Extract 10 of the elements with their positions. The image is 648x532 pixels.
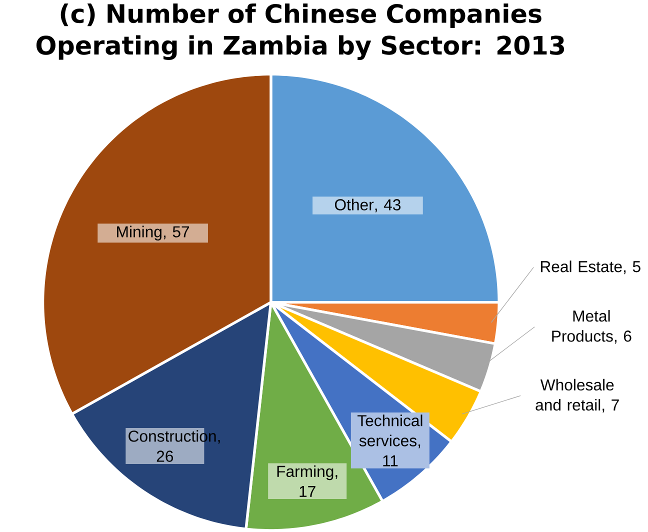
slice-label: Mining (117, 226, 162, 241)
slice-label: Metal Products (552, 310, 613, 342)
data-label: , 43 (375, 199, 401, 212)
slice-label: Real Estate (540, 260, 622, 272)
data-label: , 5 (624, 261, 640, 274)
slice-label: Other (334, 198, 374, 211)
chart-title: (c) Number of Chinese Companies Operating in Zambia by Sector: 2013 (36, 4, 564, 60)
data-label: , 6 (614, 330, 632, 344)
data-label: , 7 (602, 400, 619, 413)
data-label: , 57 (164, 226, 190, 240)
